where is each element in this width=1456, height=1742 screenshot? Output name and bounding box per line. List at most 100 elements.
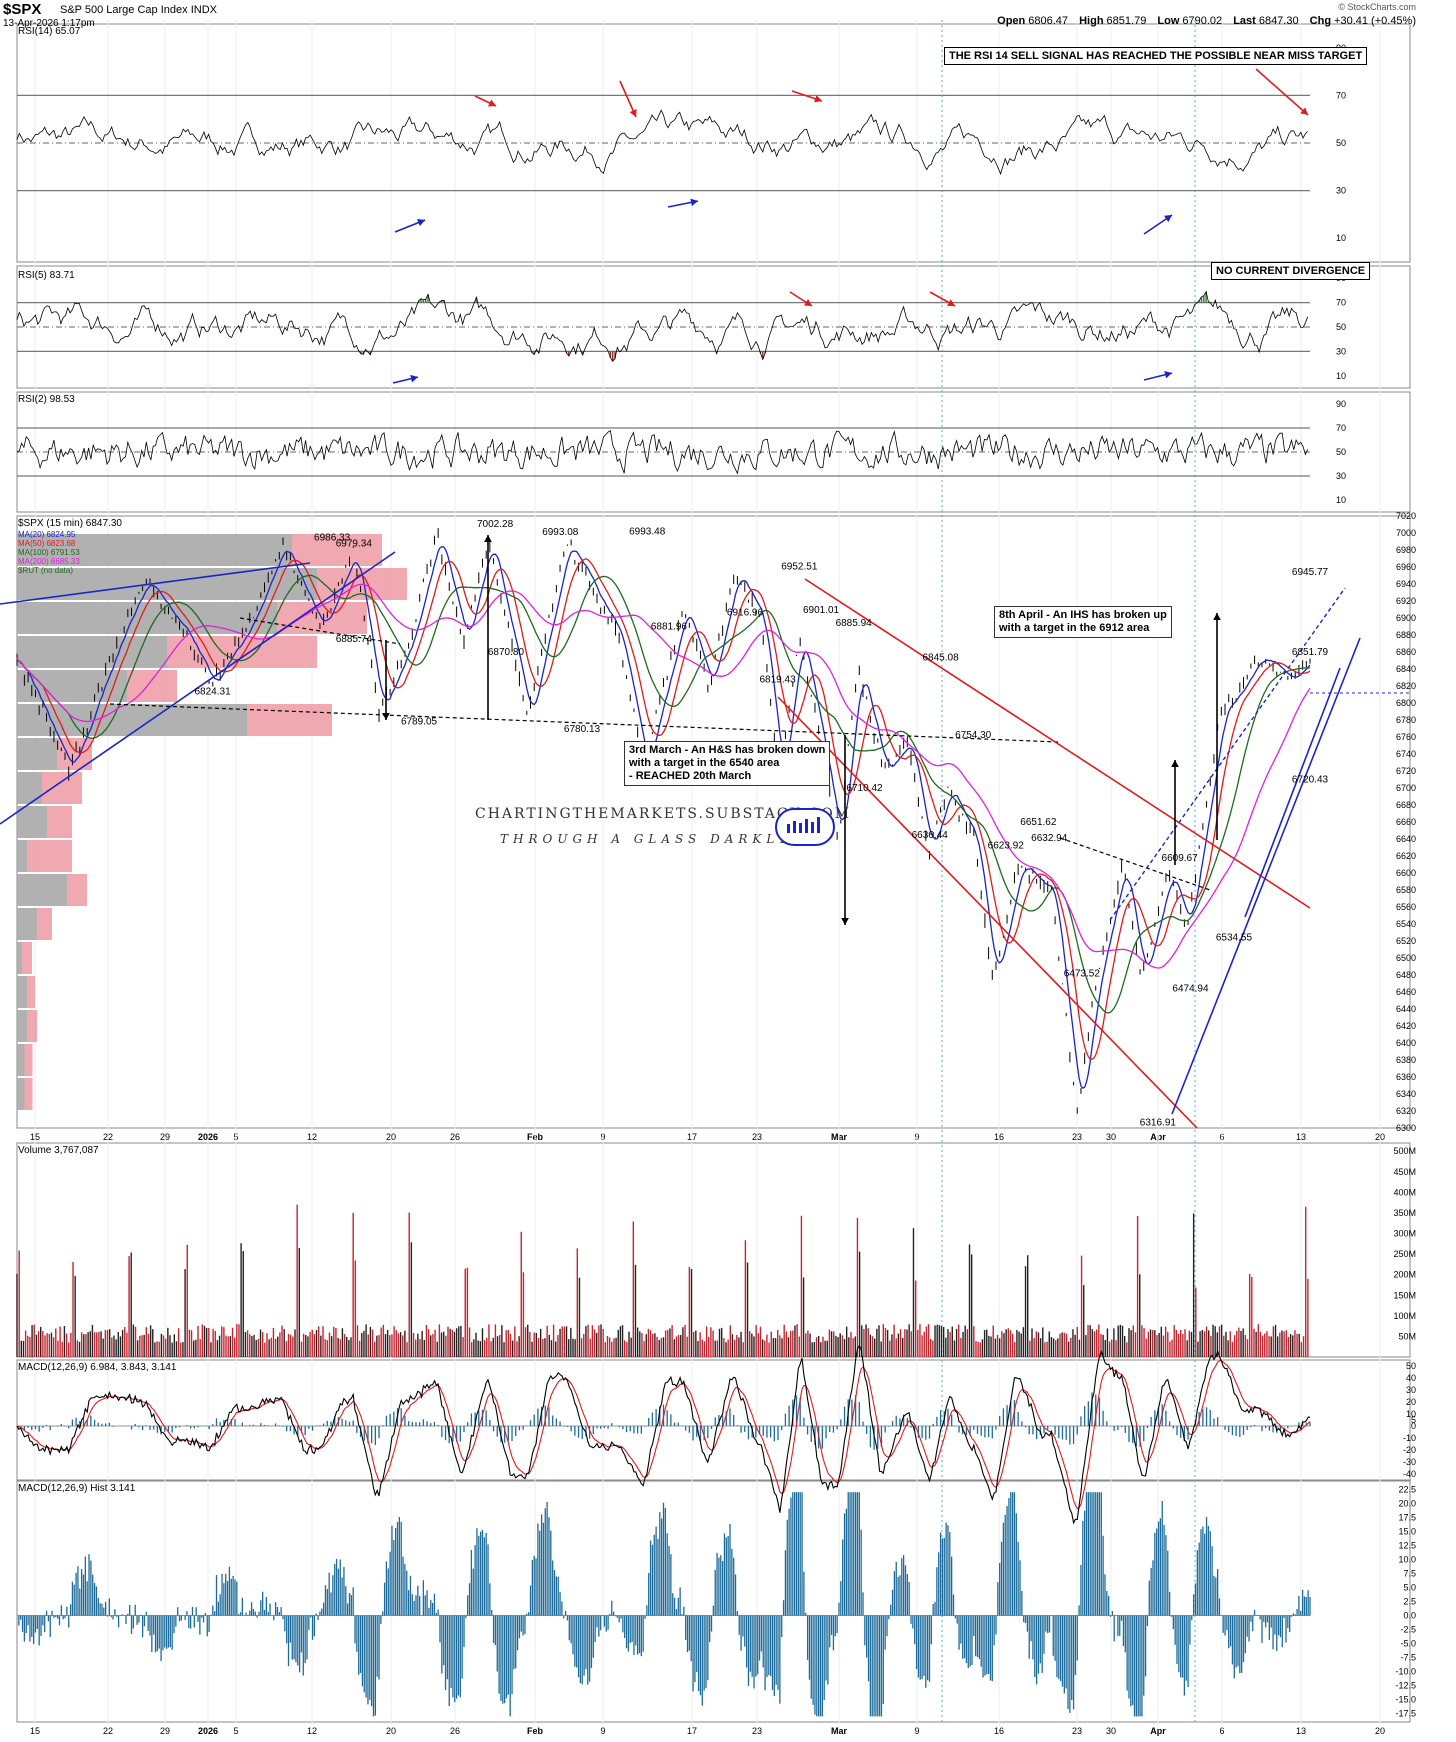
- chart-panels: 15222920265122026Feb91723Mar9162330Apr61…: [16, 20, 1416, 1736]
- x-tick-label: Apr: [1150, 1726, 1166, 1736]
- chart-symbol: $SPX: [3, 1, 42, 18]
- exchange-label: INDX: [190, 4, 217, 16]
- falling-channel-bottom: [777, 696, 1198, 1129]
- price-point-label: 7002.28: [477, 519, 514, 530]
- price-point-label: 6316.91: [1140, 1118, 1177, 1129]
- price-point-label: 6993.48: [629, 527, 666, 538]
- ohlc-chg-value: +30.41 (+0.45%): [1334, 15, 1416, 27]
- ihs-head-arrow-head: [1171, 760, 1179, 768]
- price-point-label: 6720.43: [1292, 775, 1329, 786]
- volume-tick-label: 50M: [1398, 1331, 1416, 1341]
- volume-tick-label: 150M: [1393, 1290, 1416, 1300]
- x-tick-label: 23: [1072, 1726, 1082, 1736]
- price-point-label: 6780.13: [564, 724, 601, 735]
- price-tick-label: 6420: [1396, 1021, 1416, 1031]
- rising-channel-top: [1109, 587, 1346, 921]
- x-tick-label: 17: [687, 1726, 697, 1736]
- falling-channel-top: [804, 578, 1311, 909]
- x-tick-label: 5: [233, 1726, 238, 1736]
- legend-ma200: MA(200) 6685.33: [18, 557, 80, 566]
- rsi5-bear-divergence-arrow-head: [804, 298, 812, 306]
- ohlc-high-value: 6851.79: [1106, 15, 1147, 27]
- x-tick-label: 9: [600, 1726, 605, 1736]
- ihs-neckline: [1059, 837, 1211, 891]
- price-point-label: 6534.55: [1216, 933, 1253, 944]
- rsi-tick-label: 30: [1336, 471, 1346, 481]
- rsi5-bull-divergence-arrow-head: [410, 374, 418, 383]
- price-tick-label: 6760: [1396, 732, 1416, 742]
- price-tick-label: 6300: [1396, 1123, 1416, 1133]
- hist-tick-label: 17.5: [1398, 1512, 1416, 1522]
- ma200-line: [16, 583, 1311, 969]
- volume-profile-bar-red: [22, 942, 32, 974]
- volume-profile-bar-gray: [17, 636, 167, 668]
- rsi14-bear-divergence-arrow-head: [488, 99, 496, 107]
- price-tick-label: 6440: [1396, 1004, 1416, 1014]
- price-tick-label: 6340: [1396, 1089, 1416, 1099]
- macd-tick-label: 30: [1406, 1385, 1416, 1395]
- x-tick-label: 13: [1296, 1726, 1306, 1736]
- volume-profile-bar-red: [27, 1010, 37, 1042]
- rsi14-bear-divergence-arrow-head: [1300, 107, 1308, 115]
- rsi14-bull-divergence-arrow-head: [1164, 215, 1172, 223]
- price-point-label: 6881.96: [651, 621, 688, 632]
- chart-credit: © StockCharts.com: [1338, 2, 1416, 12]
- volume-profile-bar-red: [27, 976, 35, 1008]
- volume-tick-label: 500M: [1393, 1146, 1416, 1156]
- price-tick-label: 6680: [1396, 800, 1416, 810]
- price-tick-label: 6800: [1396, 698, 1416, 708]
- volume-profile-bar-red: [27, 840, 72, 872]
- price-point-label: 6845.08: [922, 653, 959, 664]
- volume-profile-bar-gray: [17, 1078, 25, 1110]
- hist-tick-label: 12.5: [1398, 1540, 1416, 1550]
- ohlc-last-label: Last: [1233, 15, 1256, 27]
- volume-tick-label: 250M: [1393, 1249, 1416, 1259]
- volume-profile-bar-gray: [17, 908, 37, 940]
- hs-note-line1: 3rd March - An H&S has broken down: [629, 744, 826, 756]
- rsi-tick-label: 50: [1336, 322, 1346, 332]
- volume-profile-bar-red: [24, 1044, 33, 1076]
- rising-support-line: [1171, 637, 1361, 1115]
- rsi-tick-label: 70: [1336, 423, 1346, 433]
- legend-ma50: MA(50) 6823.68: [18, 539, 76, 548]
- macd-tick-label: -20: [1403, 1445, 1416, 1455]
- rsi2-label: RSI(2) 98.53: [18, 394, 75, 405]
- ma20-line: [16, 546, 1311, 1089]
- hist-tick-label: -2.5: [1400, 1625, 1416, 1635]
- price-tick-label: 6920: [1396, 596, 1416, 606]
- x-tick-label: Feb: [527, 1726, 544, 1736]
- price-point-label: 6474.94: [1172, 983, 1209, 994]
- watermark-logo-icon: [775, 808, 835, 846]
- rsi-line-rsi2: [16, 430, 1309, 475]
- x-tick-label: 22: [103, 1726, 113, 1736]
- price-tick-label: 6980: [1396, 545, 1416, 555]
- support-trendline-blue: [0, 551, 396, 825]
- volume-profile-bar-red: [127, 670, 177, 702]
- price-tick-label: 6900: [1396, 613, 1416, 623]
- hist-tick-label: -15.0: [1395, 1695, 1416, 1705]
- volume-profile-bar-gray: [17, 840, 27, 872]
- watermark-tagline: THROUGH A GLASS DARKLY: [500, 832, 792, 846]
- price-point-label: 6885.94: [836, 618, 873, 629]
- price-point-label: 6623.92: [988, 841, 1025, 852]
- x-tick-label: 16: [994, 1726, 1004, 1736]
- ohlc-chg-label: Chg: [1309, 15, 1332, 27]
- rsi-tick-label: 30: [1336, 346, 1346, 356]
- price-point-label: 6916.96: [727, 608, 764, 619]
- legend-rut: $RUT (no data): [18, 566, 73, 575]
- chart-name: S&P 500 Large Cap Index INDX: [60, 4, 217, 16]
- trend-lines: [0, 68, 1410, 1129]
- rsi-line-rsi5: [16, 290, 1309, 362]
- hist-tick-label: 15.0: [1398, 1526, 1416, 1536]
- ohlc-low-label: Low: [1157, 15, 1180, 27]
- rsi-tick-label: 70: [1336, 298, 1346, 308]
- hs-note-line3: - REACHED 20th March: [629, 770, 752, 782]
- volume-tick-label: 450M: [1393, 1167, 1416, 1177]
- volume-profile-bar-gray: [17, 1010, 27, 1042]
- price-tick-label: 6780: [1396, 715, 1416, 725]
- ihs-note: 8th April - An IHS has broken up with a …: [994, 606, 1172, 638]
- macd-tick-label: -40: [1403, 1469, 1416, 1479]
- rsi-tick-label: 10: [1336, 495, 1346, 505]
- volume-tick-label: 200M: [1393, 1270, 1416, 1280]
- volume-label: Volume 3,767,087: [18, 1145, 99, 1156]
